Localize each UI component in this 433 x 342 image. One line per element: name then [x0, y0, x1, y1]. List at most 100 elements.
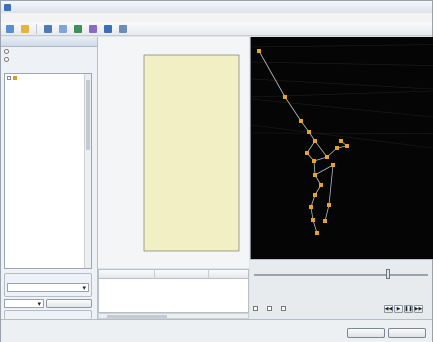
wizard-button-1[interactable]	[347, 328, 385, 338]
marker-point	[257, 49, 261, 53]
tree-scrollbar[interactable]	[84, 74, 91, 268]
forward-button[interactable]: ▶▶	[414, 305, 423, 313]
marker-point	[339, 139, 343, 143]
marker-point	[283, 95, 287, 99]
marker-point	[313, 173, 317, 177]
floor-grid-line	[251, 90, 433, 98]
floor-grid-line	[251, 78, 433, 90]
skeleton-segment	[324, 204, 330, 222]
skeleton-segment	[312, 219, 318, 234]
toolbar-separator	[36, 23, 37, 34]
marker-point	[345, 144, 349, 148]
collapse-icon[interactable]	[7, 76, 11, 80]
display-options	[253, 306, 286, 311]
skeleton-segment	[258, 50, 286, 98]
chevron-down-icon: ▾	[82, 284, 86, 292]
toolbar-button-6[interactable]	[87, 23, 99, 34]
toolbar-button-8[interactable]	[117, 23, 129, 34]
toolbar-button-3[interactable]	[42, 23, 54, 34]
group-box-1: ▾	[4, 273, 92, 297]
play-button[interactable]: ▶	[394, 305, 403, 313]
view-icon	[59, 24, 67, 33]
option-a[interactable]	[1, 47, 97, 55]
toolbar-button-7[interactable]	[102, 23, 114, 34]
tree-view[interactable]	[4, 73, 92, 269]
toolbar-button-1[interactable]	[4, 23, 16, 34]
app-icon	[4, 3, 11, 11]
run-icon	[104, 24, 112, 33]
player-buttons: ◀◀ ▶ ❚❚ ▶▶	[384, 305, 423, 313]
skeleton-segment	[284, 96, 302, 122]
marker-point	[319, 183, 323, 187]
doc-icon	[6, 24, 14, 33]
marker-point	[325, 155, 329, 159]
marker-point	[307, 130, 311, 134]
skeleton-segment	[314, 164, 334, 176]
menu-bar	[1, 13, 432, 22]
toolbar-button-5[interactable]	[72, 23, 84, 34]
toolbar-button-4[interactable]	[57, 23, 69, 34]
wizard-button-2[interactable]	[388, 328, 426, 338]
skeleton-segment	[314, 140, 328, 158]
marker-point	[312, 159, 316, 163]
toolbar-button-2[interactable]	[19, 23, 31, 34]
grid-column-1[interactable]	[99, 269, 155, 279]
navigator-panel: ▾ ▾	[1, 37, 98, 319]
folder-icon	[21, 24, 29, 33]
group1-button[interactable]	[46, 299, 92, 308]
grid-body[interactable]	[98, 279, 249, 313]
rewind-icon: ◀◀	[384, 305, 393, 312]
floor-grid-line	[251, 98, 433, 118]
skeleton-view	[251, 44, 433, 235]
group1-combo-2[interactable]: ▾	[4, 299, 44, 308]
timeline-track[interactable]	[254, 274, 428, 276]
chevron-down-icon: ▾	[37, 300, 41, 308]
timeline-slider[interactable]	[385, 269, 390, 279]
settings-icon	[119, 24, 127, 33]
grid-scrollbar[interactable]	[98, 313, 249, 319]
group-box-2	[4, 310, 92, 319]
pause-button[interactable]: ❚❚	[404, 305, 413, 313]
group-title-1	[5, 274, 91, 282]
group1-combo[interactable]: ▾	[7, 283, 89, 292]
option-checkbox-3[interactable]	[281, 306, 286, 311]
marker-point	[323, 219, 327, 223]
option-b[interactable]	[1, 55, 97, 63]
grid-column-2[interactable]	[155, 269, 209, 279]
grid-column-3[interactable]	[209, 269, 248, 279]
skeleton-segment	[313, 160, 316, 176]
group-title-2	[5, 311, 91, 319]
chart-panel	[98, 37, 249, 268]
timeline	[250, 259, 432, 296]
marker-point	[327, 203, 331, 207]
rewind-button[interactable]: ◀◀	[384, 305, 393, 313]
filter-icon	[74, 24, 82, 33]
radio-icon	[4, 56, 9, 62]
wizard-footer	[1, 319, 432, 342]
plot-area	[143, 54, 240, 252]
floor-grid-line	[251, 61, 433, 66]
radio-icon	[4, 48, 9, 54]
scroll-thumb[interactable]	[86, 80, 90, 150]
marker-point	[315, 231, 319, 235]
skeleton-segment	[310, 206, 314, 221]
title-bar	[1, 1, 432, 13]
marker-point	[313, 139, 317, 143]
scroll-thumb[interactable]	[107, 315, 167, 318]
playback-controls: ◀◀ ▶ ❚❚ ▶▶	[250, 295, 432, 319]
play-icon: ▶	[396, 305, 401, 312]
forward-icon: ▶▶	[414, 305, 423, 312]
tree-root[interactable]	[5, 74, 91, 82]
option-checkbox-2[interactable]	[267, 306, 272, 311]
navigator-header	[1, 37, 97, 47]
marker-point	[311, 218, 315, 222]
option-checkbox-1[interactable]	[253, 306, 258, 311]
grid-icon	[44, 24, 52, 33]
group1-controls: ▾	[4, 299, 92, 308]
grid-header	[98, 269, 249, 279]
marker-point	[335, 146, 339, 150]
3d-viewport[interactable]	[250, 37, 433, 259]
marker-point	[331, 163, 335, 167]
chart-icon	[89, 24, 97, 33]
